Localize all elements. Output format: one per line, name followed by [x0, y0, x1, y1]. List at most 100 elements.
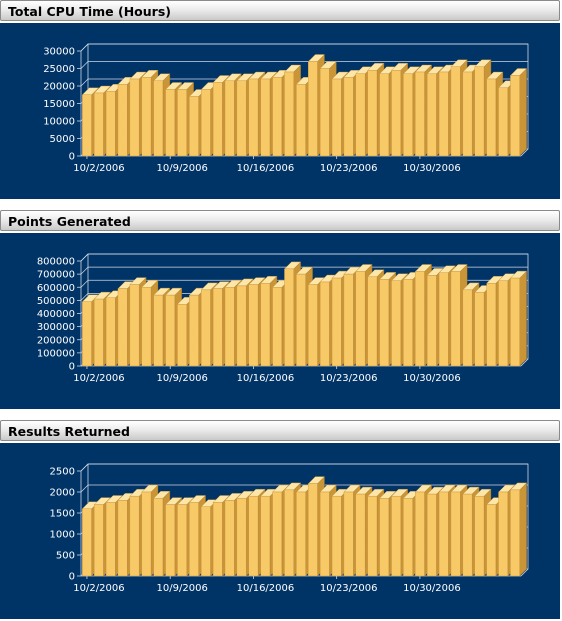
panel-header: Points Generated	[0, 210, 560, 231]
x-tick-label: 10/16/2006	[237, 583, 295, 594]
bar-side	[519, 482, 527, 577]
bar-front	[498, 87, 508, 157]
bar-front	[248, 496, 259, 577]
bar-front	[308, 284, 318, 367]
chart-area: 0 100000 200000 300000 400000 500000 600000 700…	[0, 233, 560, 409]
bar-front	[201, 289, 211, 367]
bar-front	[367, 70, 378, 157]
bar-front	[438, 272, 449, 367]
bar-front	[260, 283, 271, 367]
bar-front	[379, 279, 390, 367]
bar-front	[117, 500, 128, 577]
bar-front	[367, 276, 378, 367]
bar-front	[260, 496, 271, 577]
bar-front	[177, 304, 187, 367]
bar-front	[379, 498, 390, 577]
y-tick-label: 300000	[37, 322, 75, 333]
bar-front	[331, 496, 342, 577]
y-tick-label: 500000	[37, 296, 75, 307]
x-tick-label: 10/2/2006	[73, 583, 124, 594]
y-tick-label: 100000	[37, 348, 75, 359]
bar-front	[486, 78, 497, 157]
bar-front	[367, 496, 378, 577]
gridline-diag	[80, 43, 89, 52]
bar-front	[450, 271, 461, 367]
x-tick-label: 10/2/2006	[73, 163, 124, 174]
chart-title: Points Generated	[8, 214, 131, 229]
bar-front	[153, 294, 164, 367]
bar	[509, 270, 528, 367]
chart-area: 0 5000 10000 15000 20000 25000 30000 10/2/2006 1…	[0, 23, 560, 199]
bar-front	[105, 91, 116, 157]
bar-front	[177, 89, 187, 157]
x-tick-label: 10/9/2006	[157, 583, 208, 594]
y-tick-label: 0	[69, 152, 75, 163]
gridline-diag	[80, 253, 89, 262]
bar-front	[438, 491, 449, 577]
y-tick-label: 0	[69, 572, 75, 583]
bar-front	[308, 61, 318, 157]
x-tick-label: 10/23/2006	[320, 163, 378, 174]
y-tick-label: 20000	[43, 82, 75, 93]
x-tick-label: 10/23/2006	[320, 373, 378, 384]
chart-title: Total CPU Time (Hours)	[8, 4, 171, 19]
x-tick-label: 10/2/2006	[73, 373, 124, 384]
y-tick-label: 700000	[37, 270, 75, 281]
bar-front	[129, 496, 140, 577]
x-tick-label: 10/9/2006	[157, 163, 208, 174]
bar-front	[415, 491, 425, 577]
gridline-diag	[80, 280, 89, 288]
bar-front	[82, 94, 92, 157]
floor-edge	[520, 148, 529, 157]
bar-front	[426, 493, 437, 577]
bar-front	[391, 496, 401, 577]
floor-edge	[520, 568, 529, 577]
bar-front	[510, 75, 520, 157]
bar-front	[82, 508, 92, 577]
y-tick-label: 200000	[37, 335, 75, 346]
gridline-diag	[80, 484, 89, 493]
bar-front	[355, 493, 366, 577]
bar-front	[105, 297, 116, 367]
x-tick-label: 10/16/2006	[237, 373, 295, 384]
bar-front	[284, 268, 294, 367]
chart-title: Results Returned	[8, 424, 130, 439]
bar-front	[224, 287, 235, 367]
points-generated-chart: 0 100000 200000 300000 400000 500000 600000 700…	[37, 253, 529, 384]
bar-front	[319, 281, 330, 367]
bar-front	[236, 285, 247, 367]
bar-front	[165, 89, 176, 157]
bar-front	[117, 84, 128, 157]
bar-front	[319, 68, 330, 157]
bar-front	[165, 504, 176, 577]
bar-front	[272, 287, 283, 367]
bar-front	[319, 491, 330, 577]
bar-front	[426, 73, 437, 157]
bar-front	[403, 498, 413, 577]
bar-front	[105, 502, 116, 577]
bar-front	[93, 92, 104, 157]
results-returned-chart: 0 500 1000 1500 2000 2500 10/2/2006 10/9/2006 10…	[50, 463, 529, 594]
bar-front	[82, 301, 92, 367]
gridline-diag	[80, 266, 89, 275]
bar-front	[391, 280, 401, 367]
bar-front	[236, 80, 247, 157]
x-tick-label: 10/16/2006	[237, 163, 295, 174]
bar-front	[201, 89, 211, 157]
bar-front	[379, 73, 390, 157]
bar-front	[212, 82, 223, 157]
bar-front	[426, 275, 437, 367]
cpu-time-chart: 0 5000 10000 15000 20000 25000 30000 10/2/2006 1…	[43, 43, 529, 174]
y-tick-label: 0	[69, 362, 75, 373]
bar-front	[224, 500, 235, 577]
panel-header: Total CPU Time (Hours)	[0, 0, 560, 21]
bar-front	[474, 496, 485, 577]
bar-front	[331, 78, 342, 157]
y-tick-label: 2500	[50, 467, 75, 478]
y-tick-label: 800000	[37, 257, 75, 268]
x-tick-label: 10/9/2006	[157, 373, 208, 384]
x-tick-label: 10/30/2006	[403, 583, 461, 594]
panel-header: Results Returned	[0, 420, 560, 441]
chart-area: 0 500 1000 1500 2000 2500 10/2/2006 10/9/2006 10…	[0, 443, 560, 619]
gridline-diag	[80, 463, 89, 472]
